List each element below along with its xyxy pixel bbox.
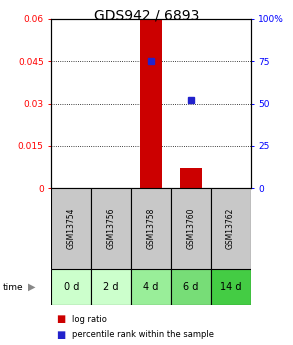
- Text: GDS942 / 6893: GDS942 / 6893: [94, 9, 199, 23]
- Text: ■: ■: [56, 330, 65, 339]
- Bar: [131, 188, 171, 269]
- Text: time: time: [3, 283, 23, 292]
- Text: GSM13756: GSM13756: [107, 208, 115, 249]
- Text: GSM13760: GSM13760: [186, 208, 195, 249]
- Text: GSM13758: GSM13758: [146, 208, 155, 249]
- Bar: [171, 188, 211, 269]
- Bar: [91, 269, 131, 305]
- Text: 2 d: 2 d: [103, 282, 119, 292]
- Bar: [51, 188, 91, 269]
- Text: 14 d: 14 d: [220, 282, 241, 292]
- Bar: [180, 168, 202, 188]
- Text: 6 d: 6 d: [183, 282, 198, 292]
- Text: ▶: ▶: [28, 282, 35, 292]
- Bar: [91, 188, 131, 269]
- Bar: [211, 269, 251, 305]
- Bar: [211, 188, 251, 269]
- Text: percentile rank within the sample: percentile rank within the sample: [72, 330, 214, 339]
- Bar: [140, 19, 162, 188]
- Text: ■: ■: [56, 314, 65, 324]
- Text: GSM13754: GSM13754: [67, 208, 76, 249]
- Bar: [171, 269, 211, 305]
- Text: 0 d: 0 d: [64, 282, 79, 292]
- Bar: [51, 269, 91, 305]
- Text: GSM13762: GSM13762: [226, 208, 235, 249]
- Text: log ratio: log ratio: [72, 315, 107, 324]
- Bar: [131, 269, 171, 305]
- Text: 4 d: 4 d: [143, 282, 159, 292]
